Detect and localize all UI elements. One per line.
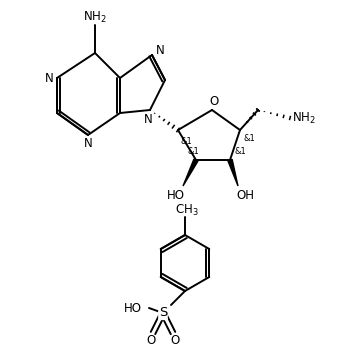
- Text: O: O: [170, 334, 179, 348]
- Text: CH$_3$: CH$_3$: [175, 203, 199, 218]
- Text: &1: &1: [187, 146, 199, 155]
- Text: &1: &1: [243, 134, 255, 142]
- Polygon shape: [228, 159, 238, 186]
- Text: N: N: [83, 136, 92, 150]
- Text: N: N: [45, 72, 53, 84]
- Text: S: S: [159, 306, 167, 319]
- Text: HO: HO: [167, 189, 185, 202]
- Text: &1: &1: [180, 136, 192, 145]
- Polygon shape: [183, 159, 198, 186]
- Text: OH: OH: [236, 189, 254, 202]
- Text: O: O: [209, 95, 219, 107]
- Text: &1: &1: [234, 146, 246, 155]
- Text: O: O: [146, 334, 155, 348]
- Text: NH$_2$: NH$_2$: [292, 111, 316, 126]
- Text: N: N: [144, 112, 152, 126]
- Text: NH$_2$: NH$_2$: [83, 9, 107, 25]
- Text: N: N: [155, 44, 164, 57]
- Text: HO: HO: [124, 301, 142, 314]
